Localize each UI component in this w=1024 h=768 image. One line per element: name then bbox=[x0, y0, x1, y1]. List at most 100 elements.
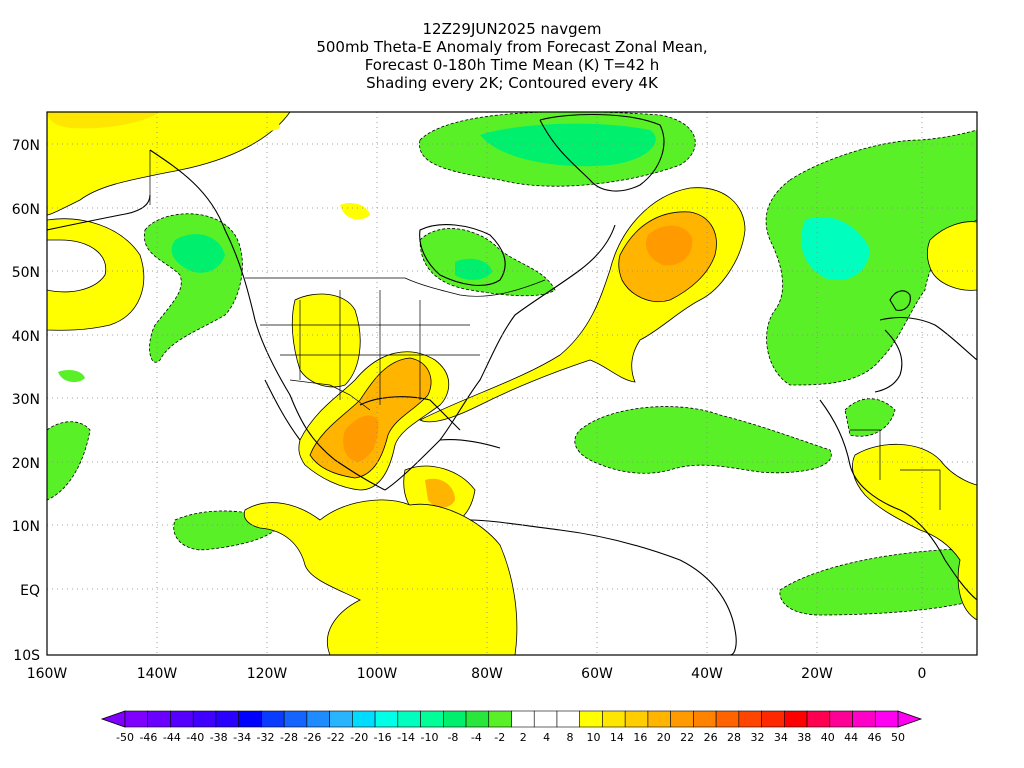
yellow-region-europe bbox=[926, 221, 977, 291]
colorbar-left-arrow bbox=[100, 710, 126, 728]
colorbar-swatch bbox=[170, 710, 194, 728]
colorbar-label: -34 bbox=[233, 731, 251, 744]
green-region-north-atlantic bbox=[765, 129, 977, 386]
green-region-east-atlantic bbox=[779, 549, 977, 616]
dark-orange-region-north-atlantic bbox=[645, 225, 693, 266]
green-region-small-pacific bbox=[58, 370, 85, 383]
colorbar-label: 50 bbox=[891, 731, 905, 744]
coast-iberia bbox=[874, 329, 903, 393]
colorbar-label: 26 bbox=[704, 731, 718, 744]
green-region-tropical-atlantic bbox=[574, 406, 832, 474]
yellow-region-small-canada bbox=[340, 203, 370, 220]
lon-label-60w: 60W bbox=[581, 666, 613, 682]
title-line-4: Shading every 2K; Contoured every 4K bbox=[366, 74, 658, 92]
lon-label-0: 0 bbox=[918, 666, 927, 682]
colorbar-label: -22 bbox=[327, 731, 345, 744]
colorbar-swatch bbox=[829, 710, 853, 728]
coast-greenland bbox=[539, 113, 665, 192]
anomaly-field bbox=[47, 112, 977, 655]
colorbar-swatch bbox=[261, 710, 285, 728]
lat-label-20n: 20N bbox=[12, 456, 40, 472]
colorbar-swatch bbox=[806, 710, 831, 728]
colorbar-label: 40 bbox=[821, 731, 835, 744]
yellow-region-west-africa bbox=[852, 443, 977, 621]
colorbar-label: -2 bbox=[494, 731, 505, 744]
colorbar-label: -8 bbox=[447, 731, 458, 744]
lat-label-70n: 70N bbox=[12, 138, 40, 154]
colorbar-swatch bbox=[192, 710, 217, 728]
yellow-region-arctic-pacific bbox=[47, 112, 291, 216]
colorbar-label: -16 bbox=[374, 731, 392, 744]
colorbar-label: -20 bbox=[350, 731, 368, 744]
map-frame bbox=[46, 111, 978, 656]
colorbar-label: -14 bbox=[397, 731, 415, 744]
green-region-north-africa bbox=[844, 398, 896, 437]
colorbar-swatch bbox=[533, 710, 558, 728]
yellow-region-us-west bbox=[291, 293, 361, 388]
coast-europe bbox=[879, 316, 977, 361]
lon-label-40w: 40W bbox=[691, 666, 723, 682]
colorbar-swatch bbox=[852, 710, 876, 728]
lat-label-30n: 30N bbox=[12, 392, 40, 408]
coast-south-america bbox=[469, 519, 737, 655]
colorbar-swatch bbox=[442, 710, 467, 728]
coast-hudson-bay bbox=[419, 224, 506, 286]
border-africa-2 bbox=[900, 469, 941, 510]
lat-label-eq: EQ bbox=[20, 583, 40, 599]
coastlines bbox=[47, 113, 977, 655]
colorbar-swatch bbox=[283, 710, 308, 728]
colorbar: -50 -46 -44 -40 -38 -34 -32 -28 -26 -22 -20 -16 -14-… bbox=[100, 710, 923, 744]
colorbar-swatch bbox=[147, 710, 171, 728]
colorbar-label: -28 bbox=[280, 731, 298, 744]
colorbar-swatch bbox=[352, 710, 376, 728]
lon-label-140w: 140W bbox=[137, 666, 178, 682]
green-region-west-pacific bbox=[47, 421, 91, 501]
colorbar-label: 16 bbox=[633, 731, 647, 744]
lon-label-80w: 80W bbox=[471, 666, 503, 682]
colorbar-label: -10 bbox=[421, 731, 439, 744]
colorbar-swatch bbox=[784, 710, 808, 728]
colorbar-swatch bbox=[874, 710, 899, 728]
coast-cuba bbox=[439, 438, 501, 449]
lon-label-120w: 120W bbox=[247, 666, 288, 682]
lat-label-50n: 50N bbox=[12, 265, 40, 281]
colorbar-label: -4 bbox=[471, 731, 482, 744]
colorbar-swatch bbox=[602, 710, 626, 728]
colorbar-swatch bbox=[420, 710, 444, 728]
colorbar-label: 14 bbox=[610, 731, 624, 744]
political-boundaries bbox=[149, 150, 941, 510]
colorbar-label: 46 bbox=[868, 731, 882, 744]
colorbar-label: 4 bbox=[543, 731, 550, 744]
coast-north-america-east bbox=[384, 224, 616, 491]
lon-label-20w: 20W bbox=[801, 666, 833, 682]
colorbar-swatch bbox=[488, 710, 512, 728]
coast-uk bbox=[889, 290, 911, 311]
chart-title: 12Z29JUN2025 navgem 500mb Theta-E Anomal… bbox=[0, 20, 1024, 92]
colorbar-swatch bbox=[761, 710, 785, 728]
colorbar-swatch bbox=[306, 710, 330, 728]
colorbar-swatch bbox=[465, 710, 490, 728]
lon-label-100w: 100W bbox=[357, 666, 398, 682]
colorbar-swatch bbox=[693, 710, 717, 728]
grid-lines bbox=[47, 112, 977, 655]
colorbar-swatch bbox=[397, 710, 421, 728]
coast-africa-west bbox=[819, 399, 977, 601]
colorbar-label: -44 bbox=[163, 731, 181, 744]
colorbar-swatch bbox=[738, 710, 762, 728]
colorbar-label: -32 bbox=[257, 731, 275, 744]
colorbar-swatch bbox=[579, 710, 603, 728]
border-africa-1 bbox=[850, 429, 881, 480]
colorbar-label: 2 bbox=[520, 731, 527, 744]
colorbar-label: 20 bbox=[657, 731, 671, 744]
colorbar-swatch bbox=[238, 710, 262, 728]
colorbar-label: -40 bbox=[186, 731, 204, 744]
dark-orange-region-mexico bbox=[343, 415, 379, 462]
colorbar-label: 44 bbox=[844, 731, 858, 744]
lat-label-60n: 60N bbox=[12, 202, 40, 218]
colorbar-swatch bbox=[511, 710, 535, 728]
colorbar-swatch bbox=[647, 710, 671, 728]
green-region-north-atlantic-inner bbox=[801, 216, 870, 281]
orange-region-caribbean bbox=[425, 478, 455, 508]
colorbar-label: 10 bbox=[586, 731, 600, 744]
